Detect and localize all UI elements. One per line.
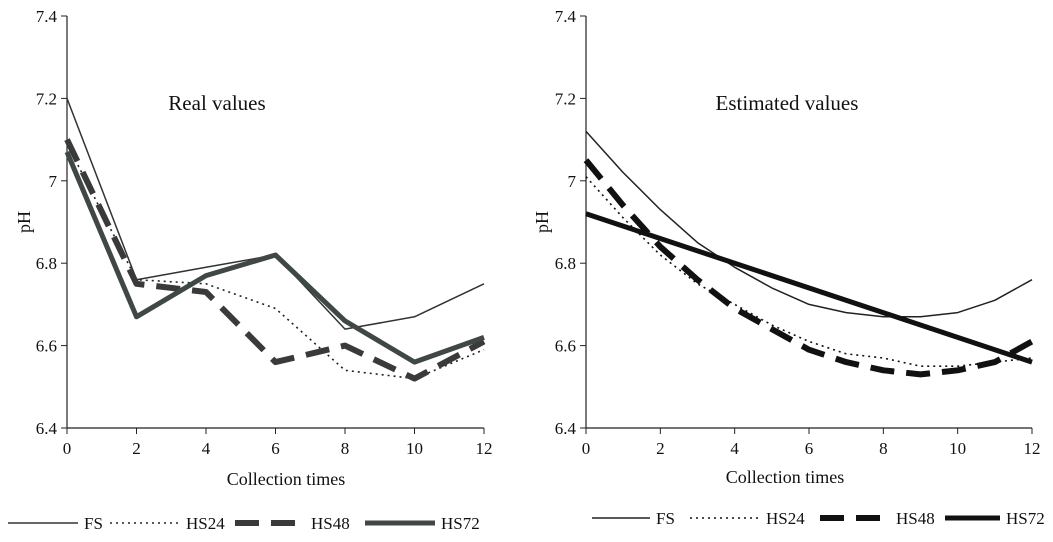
chart-annotation: Real values [168, 91, 265, 115]
y-tick-label: 7.2 [36, 89, 57, 108]
chart-panel-2: 6.4 6.6 6.8 7 7.2 7.4 0 2 4 6 8 10 12 pH Collection ti… [532, 7, 1045, 528]
x-tick-label: 10 [406, 439, 423, 458]
x-tick-label: 12 [476, 439, 493, 458]
series-line-hs48 [64, 138, 486, 382]
legend-label-fs: FS [656, 509, 675, 528]
y-tick-label: 6.6 [555, 337, 576, 356]
legend-label-hs24: HS24 [766, 509, 805, 528]
x-axis-title: Collection times [726, 467, 845, 487]
y-tick-label: 6.4 [555, 419, 577, 438]
legend-label-fs: FS [84, 514, 103, 533]
x-tick-label: 0 [582, 439, 591, 458]
x-tick-label: 2 [656, 439, 665, 458]
x-axis-title: Collection times [227, 469, 346, 489]
series-line-hs48 [583, 158, 1034, 378]
y-tick-label: 6.8 [555, 254, 576, 273]
series-line-hs24 [585, 176, 1033, 368]
y-tick-label: 7.4 [36, 7, 58, 26]
legend: FS HS24 HS48 HS72 [8, 514, 480, 533]
legend-label-hs48: HS48 [311, 514, 350, 533]
y-axis-title: pH [532, 211, 552, 233]
legend: FS HS24 HS48 HS72 [592, 509, 1045, 528]
chart-annotation: Estimated values [716, 91, 859, 115]
x-tick-label: 12 [1024, 439, 1041, 458]
series-line-fs [585, 130, 1033, 318]
legend-label-hs48: HS48 [896, 509, 935, 528]
chart-panel-1: 6.4 6.6 6.8 7 7.2 7.4 0 2 4 6 8 10 12 pH Collection ti… [8, 7, 493, 533]
y-tick-label: 7.4 [555, 7, 577, 26]
legend-label-hs24: HS24 [186, 514, 225, 533]
x-tick-label: 6 [271, 439, 280, 458]
y-tick-label: 6.8 [36, 254, 57, 273]
x-tick-label: 0 [63, 439, 72, 458]
series-line-hs72 [585, 211, 1033, 365]
x-tick-label: 10 [949, 439, 966, 458]
legend-label-hs72: HS72 [441, 514, 480, 533]
x-tick-label: 8 [879, 439, 888, 458]
x-tick-label: 4 [202, 439, 211, 458]
series-line-hs72 [64, 151, 485, 365]
y-tick-label: 6.6 [36, 337, 57, 356]
x-tick-label: 2 [132, 439, 141, 458]
x-tick-label: 8 [341, 439, 350, 458]
legend-label-hs72: HS72 [1006, 509, 1045, 528]
y-tick-label: 7 [49, 172, 58, 191]
y-tick-label: 7.2 [555, 89, 576, 108]
x-tick-label: 4 [730, 439, 739, 458]
x-tick-label: 6 [805, 439, 814, 458]
y-axis-title: pH [14, 211, 34, 233]
y-tick-label: 6.4 [36, 419, 58, 438]
y-tick-label: 7 [568, 172, 577, 191]
